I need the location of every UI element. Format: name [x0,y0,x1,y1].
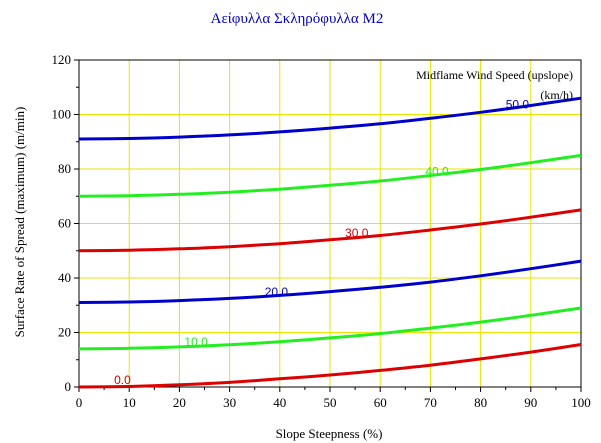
y-axis-label: Surface Rate of Spread (maximum) (m/min) [12,107,27,338]
series-group [78,96,582,389]
x-tick-label: 20 [173,395,186,410]
legend-units: (km/h) [540,88,573,102]
x-tick-label: 60 [374,395,387,410]
series-label-4: 40.0 [425,164,449,178]
series-label-2: 20.0 [265,285,289,299]
chart-title: Αείφυλλα Σκληρόφυλλα M2 [211,11,384,27]
series-label-0: 0.0 [114,373,131,387]
series-line-2 [78,259,582,304]
series-line-0 [78,343,582,389]
y-tick-label: 20 [58,325,71,340]
series-label-1: 10.0 [184,335,208,349]
x-tick-label: 0 [76,395,83,410]
y-tick-label: 100 [52,107,72,122]
grid [79,60,581,387]
y-tick-label: 80 [58,161,71,176]
x-tick-label: 10 [123,395,136,410]
y-axis: 0 20 40 60 80 100 120 [52,52,79,394]
x-tick-label: 80 [474,395,487,410]
legend-title: Midflame Wind Speed (upslope) [416,68,573,82]
x-tick-label: 90 [524,395,537,410]
y-tick-label: 60 [58,216,71,231]
x-tick-label: 30 [223,395,236,410]
x-tick-label: 40 [273,395,286,410]
x-tick-label: 50 [324,395,337,410]
series-line-5 [78,96,582,141]
series-labels: 0.0 10.0 20.0 30.0 40.0 50.0 [114,98,529,387]
series-line-3 [78,208,582,253]
x-tick-label: 70 [424,395,437,410]
x-axis: 0 10 20 30 40 50 60 70 80 90 100 [76,387,591,410]
series-line-1 [78,306,582,351]
series-line-4 [78,153,582,198]
y-tick-label: 0 [65,379,72,394]
y-tick-label: 120 [52,52,72,67]
y-tick-label: 40 [58,270,71,285]
series-label-3: 30.0 [345,226,369,240]
series-label-5: 50.0 [506,98,530,112]
x-tick-label: 100 [571,395,591,410]
x-axis-label: Slope Steepness (%) [276,426,383,441]
